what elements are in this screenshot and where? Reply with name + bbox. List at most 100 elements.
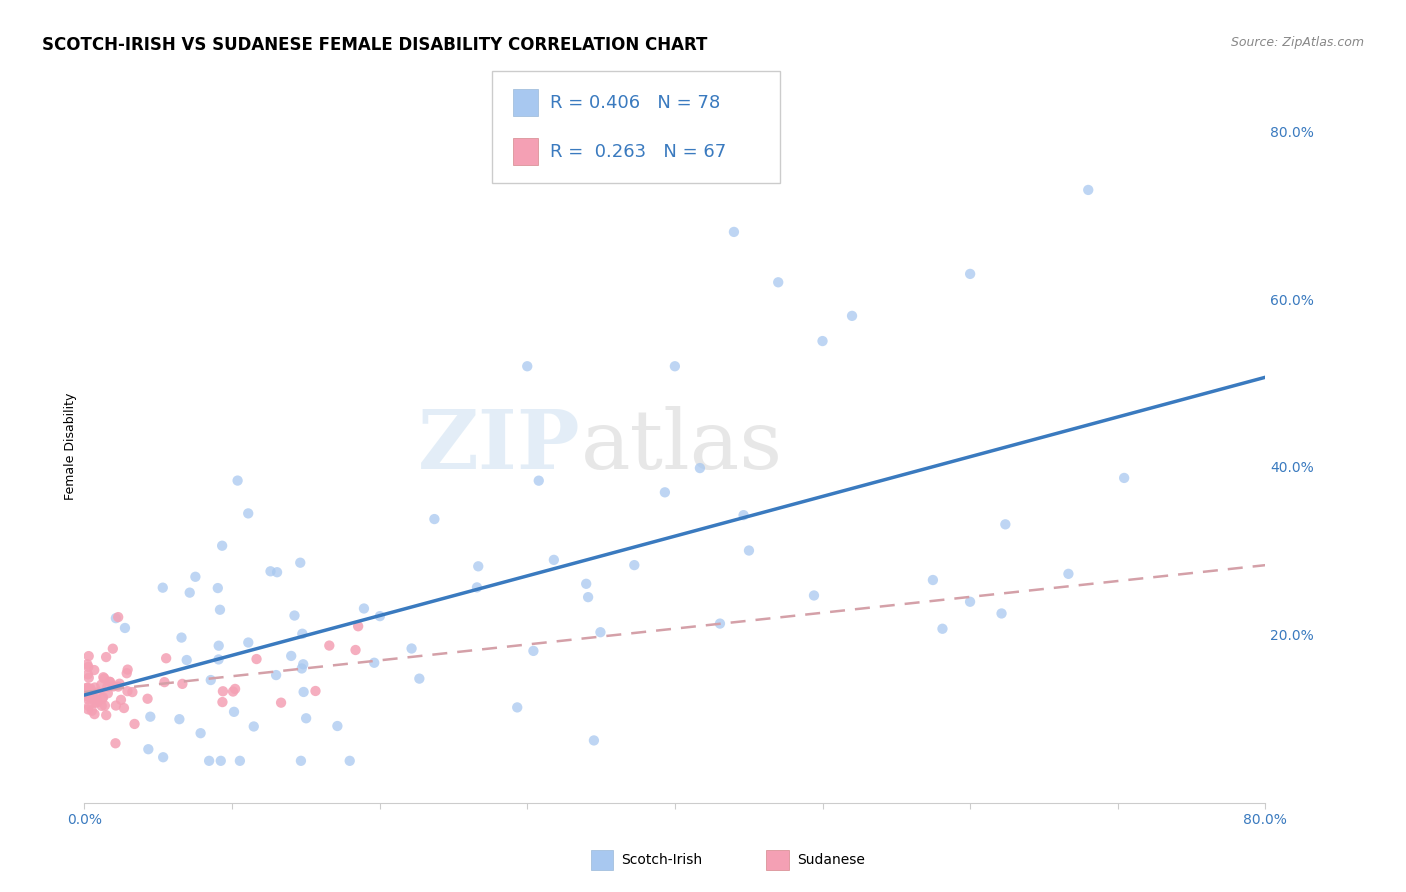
Text: SCOTCH-IRISH VS SUDANESE FEMALE DISABILITY CORRELATION CHART: SCOTCH-IRISH VS SUDANESE FEMALE DISABILI… [42, 36, 707, 54]
Point [115, 666, 138, 681]
Point [1114, 471, 1136, 485]
Point [121, 685, 143, 699]
Point [84, 696, 107, 710]
Point [723, 225, 745, 239]
Point [98, 675, 121, 690]
Point [107, 680, 129, 694]
Point [90, 678, 112, 692]
Point [155, 651, 177, 665]
Point [79, 681, 101, 696]
Point [292, 657, 315, 672]
Point [83, 681, 105, 695]
Point [401, 641, 423, 656]
Point [291, 661, 314, 675]
Point [353, 601, 375, 615]
Point [108, 677, 131, 691]
Point [212, 684, 235, 698]
Point [576, 590, 599, 604]
Point [172, 677, 194, 691]
Point [339, 754, 361, 768]
Point [76, 682, 98, 697]
Point [112, 701, 135, 715]
Point [280, 648, 302, 663]
Point [110, 693, 132, 707]
Point [139, 709, 162, 723]
Text: ZIP: ZIP [418, 406, 581, 486]
Point [114, 621, 136, 635]
Point [290, 556, 312, 570]
Point [79, 681, 101, 696]
Point [87, 685, 110, 699]
Point [107, 610, 129, 624]
Point [124, 717, 146, 731]
Point [198, 754, 221, 768]
Point [83, 663, 105, 677]
Point [169, 712, 191, 726]
Point [226, 474, 249, 488]
Point [229, 754, 252, 768]
Point [76, 681, 98, 695]
Point [733, 508, 755, 523]
Point [152, 750, 174, 764]
Point [768, 275, 790, 289]
Point [582, 733, 605, 747]
Point [522, 644, 544, 658]
Point [841, 309, 863, 323]
Point [266, 566, 288, 580]
Point [467, 559, 489, 574]
Point [77, 660, 100, 674]
Point [190, 726, 212, 740]
Y-axis label: Female Disability: Female Disability [65, 392, 77, 500]
Point [654, 485, 676, 500]
Point [304, 684, 326, 698]
Point [527, 474, 550, 488]
Point [209, 754, 232, 768]
Point [709, 616, 731, 631]
Point [83, 707, 105, 722]
Point [211, 695, 233, 709]
Point [138, 742, 160, 756]
Text: Scotch-Irish: Scotch-Irish [621, 853, 703, 867]
Point [117, 684, 139, 698]
Point [222, 705, 245, 719]
Point [93, 672, 115, 686]
Point [318, 639, 340, 653]
Point [347, 619, 370, 633]
Point [506, 700, 529, 714]
Point [86, 693, 108, 707]
Point [516, 359, 538, 374]
Point [91, 691, 114, 706]
Point [290, 754, 312, 768]
Point [77, 688, 100, 702]
Point [270, 696, 292, 710]
Point [80, 704, 103, 718]
Point [77, 671, 100, 685]
Point [465, 581, 488, 595]
Point [1077, 183, 1099, 197]
Point [959, 267, 981, 281]
Point [931, 622, 953, 636]
Point [94, 698, 117, 713]
Point [77, 692, 100, 706]
Point [623, 558, 645, 573]
Point [738, 543, 761, 558]
Point [238, 635, 260, 649]
Point [689, 461, 711, 475]
Point [184, 570, 207, 584]
Point [77, 699, 100, 714]
Point [101, 641, 124, 656]
Point [543, 553, 565, 567]
Point [117, 663, 139, 677]
Point [200, 673, 222, 687]
Point [96, 708, 118, 723]
Point [77, 702, 100, 716]
Point [242, 719, 264, 733]
Point [291, 626, 314, 640]
Point [179, 585, 201, 599]
Point [97, 686, 120, 700]
Point [207, 581, 229, 595]
Point [211, 539, 233, 553]
Point [238, 507, 260, 521]
Point [1057, 566, 1080, 581]
Point [344, 643, 367, 657]
